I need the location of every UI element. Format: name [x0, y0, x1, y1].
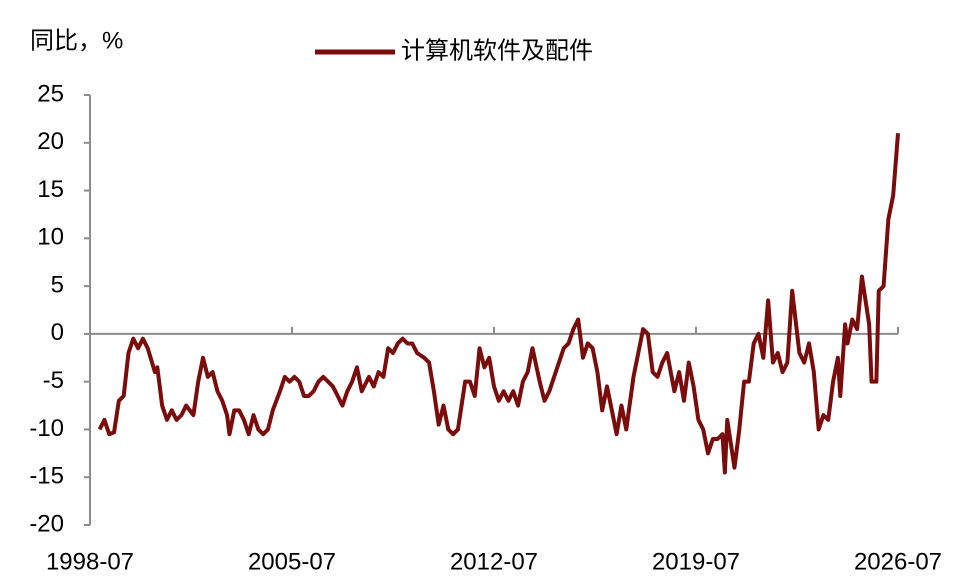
y-tick-label: -5	[43, 367, 64, 394]
x-tick-label: 1998-07	[46, 548, 134, 575]
legend-label: 计算机软件及配件	[401, 37, 593, 64]
y-tick-label: 5	[51, 271, 64, 298]
x-tick-label: 2012-07	[450, 548, 538, 575]
y-tick-label: -15	[29, 463, 64, 490]
y-tick-label: 20	[37, 128, 64, 155]
data-line	[97, 133, 900, 475]
y-axis-label: 同比，%	[30, 27, 123, 54]
x-tick-label: 2005-07	[248, 548, 336, 575]
y-tick-label: 15	[37, 176, 64, 203]
x-tick-label: 2019-07	[652, 548, 740, 575]
y-tick-label: -20	[29, 510, 64, 537]
x-tick-label: 2026-07	[854, 548, 942, 575]
y-tick-label: 10	[37, 224, 64, 251]
y-tick-label: -10	[29, 415, 64, 442]
y-tick-label: 0	[51, 319, 64, 346]
y-tick-label: 25	[37, 80, 64, 107]
